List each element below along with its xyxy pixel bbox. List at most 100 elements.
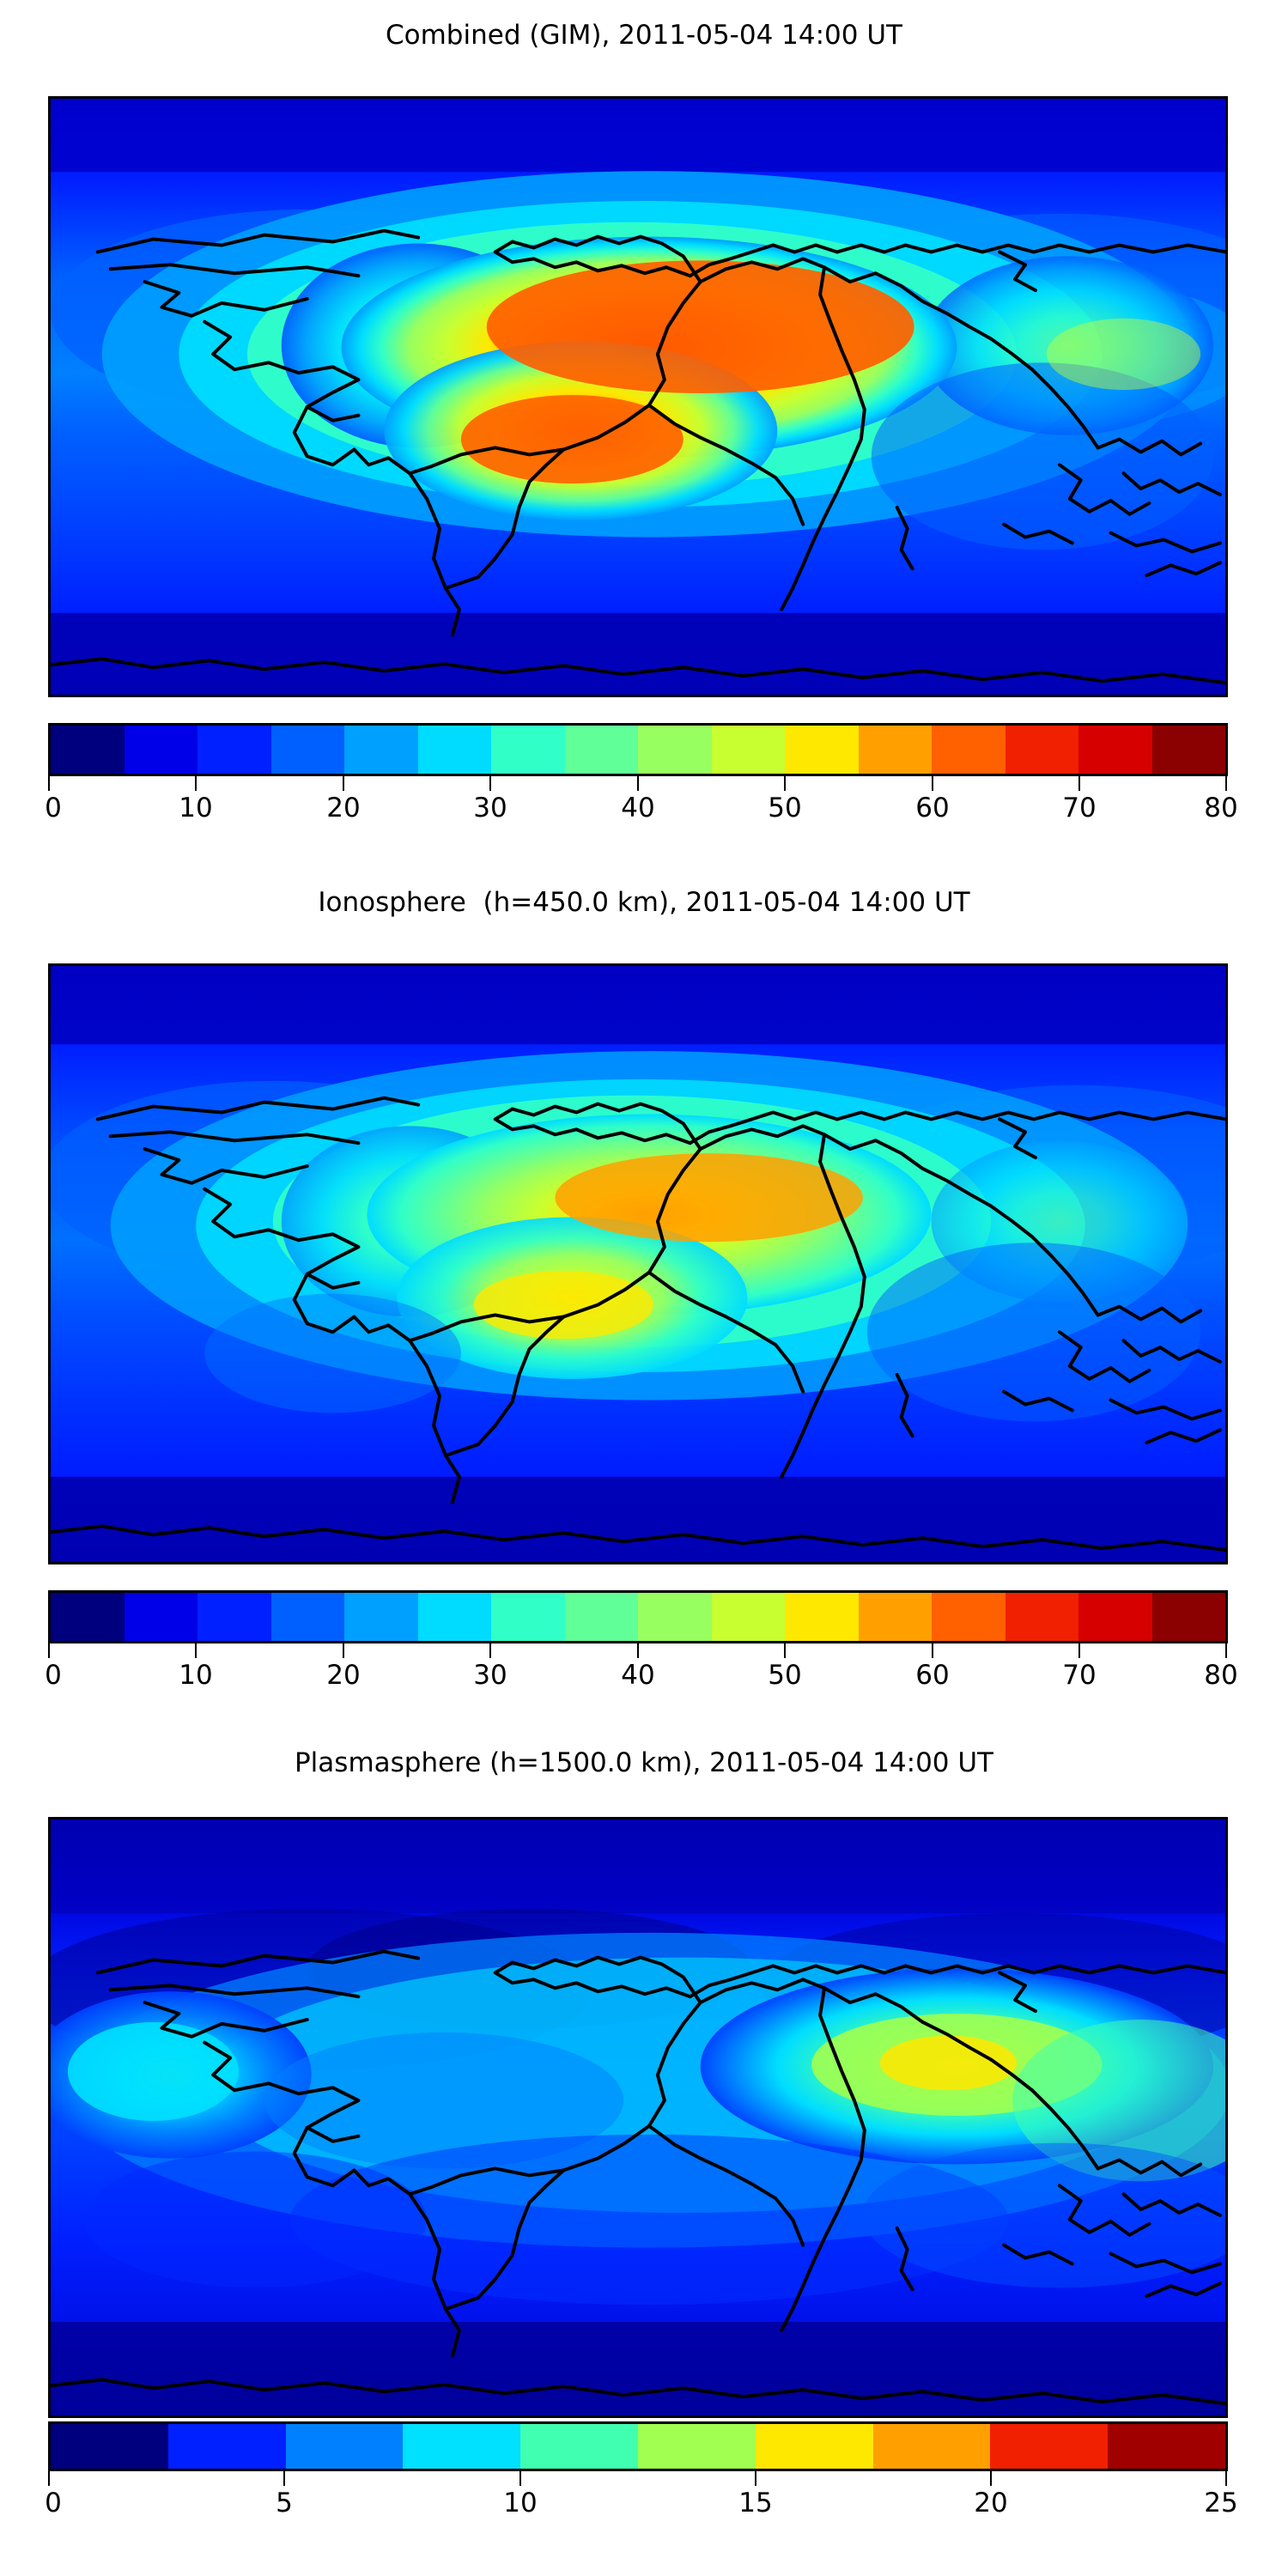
colorbar-segment — [344, 726, 418, 774]
colorbar-tick — [755, 2471, 756, 2486]
colorbar-segment — [285, 2424, 404, 2469]
colorbar-tick — [195, 1643, 197, 1658]
colorbar-tick-label: 30 — [473, 1660, 507, 1691]
colorbar-tick-label: 20 — [326, 793, 361, 823]
colorbar-axis-combined-gim: 0 10 20 30 40 50 60 70 80 — [45, 776, 1238, 843]
colorbar-segment — [858, 1593, 932, 1641]
panel-combined-gim: Combined (GIM), 2011-05-04 14:00 UT — [0, 0, 1288, 867]
map-canvas-combined-gim — [51, 99, 1225, 695]
colorbar-segment — [167, 2424, 286, 2469]
colorbar-segment — [711, 1593, 785, 1641]
colorbar-tick — [990, 2471, 992, 2486]
panel-plasmasphere: Plasmasphere (h=1500.0 km), 2011-05-04 1… — [0, 1735, 1288, 2576]
colorbar-combined-gim: 0 10 20 30 40 50 60 70 80 — [45, 723, 1238, 843]
colorbar-segment — [51, 1593, 125, 1641]
colorbar-segment — [417, 726, 491, 774]
panel-title-plasmasphere: Plasmasphere (h=1500.0 km), 2011-05-04 1… — [294, 1747, 993, 1778]
colorbar-tick-label: 10 — [179, 793, 213, 823]
panel-title-combined-gim: Combined (GIM), 2011-05-04 14:00 UT — [386, 20, 902, 51]
colorbar-tick-label: 0 — [45, 2488, 62, 2518]
colorbar-tick-label: 80 — [1204, 1660, 1238, 1691]
colorbar-segment — [124, 726, 197, 774]
map-plasmasphere — [48, 1817, 1228, 2418]
colorbar-tick — [784, 776, 786, 791]
colorbar-tick — [637, 1643, 639, 1658]
colorbar-tick — [784, 1643, 786, 1658]
colorbar-tick-label: 50 — [768, 1660, 802, 1691]
colorbar-tick-label: 25 — [1204, 2488, 1238, 2518]
colorbar-tick — [489, 1643, 491, 1658]
colorbar-tick — [195, 776, 197, 791]
colorbar-tick — [1225, 2471, 1227, 2486]
colorbar-segment — [858, 726, 932, 774]
colorbar-tick — [48, 776, 50, 791]
colorbar-tick-label: 60 — [915, 1660, 950, 1691]
colorbar-tick — [283, 2471, 285, 2486]
colorbar-segment — [491, 1593, 565, 1641]
colorbar-tick-label: 60 — [915, 793, 950, 823]
colorbar-segment — [51, 726, 125, 774]
colorbar-tick — [489, 776, 491, 791]
colorbar-segment — [1078, 1593, 1152, 1641]
colorbar-tick-label: 5 — [276, 2488, 293, 2518]
colorbar-segment — [270, 1593, 344, 1641]
colorbar-tick-label: 40 — [621, 793, 655, 823]
colorbar-tick-label: 15 — [738, 2488, 773, 2518]
colorbar-tick-label: 70 — [1062, 793, 1097, 823]
colorbar-gradient-combined-gim — [48, 723, 1228, 776]
colorbar-tick — [343, 1643, 344, 1658]
colorbar-segment — [1108, 2424, 1225, 2469]
colorbar-tick — [343, 776, 344, 791]
colorbar-segment — [637, 2424, 756, 2469]
colorbar-tick — [519, 2471, 521, 2486]
colorbar-tick-label: 30 — [473, 793, 507, 823]
colorbar-tick-label: 20 — [974, 2488, 1008, 2518]
map-canvas-plasmasphere — [51, 1820, 1225, 2415]
colorbar-tick — [1078, 776, 1080, 791]
colorbar-segment — [1005, 1593, 1078, 1641]
colorbar-segment — [638, 726, 712, 774]
colorbar-segment — [785, 726, 859, 774]
colorbar-segment — [1151, 726, 1225, 774]
colorbar-segment — [1078, 726, 1152, 774]
colorbar-gradient-ionosphere — [48, 1590, 1228, 1643]
colorbar-axis-plasmasphere: 0 5 10 15 20 25 — [45, 2471, 1238, 2542]
colorbar-tick — [1225, 776, 1227, 791]
colorbar-ionosphere: 0 10 20 30 40 50 60 70 80 — [45, 1590, 1238, 1710]
colorbar-tick — [1225, 1643, 1227, 1658]
colorbar-segment — [932, 1593, 1005, 1641]
colorbar-tick-label: 80 — [1204, 793, 1238, 823]
colorbar-segment — [491, 726, 565, 774]
colorbar-tick — [932, 1643, 933, 1658]
colorbar-plasmasphere: 0 5 10 15 20 25 — [45, 2421, 1238, 2542]
colorbar-segment — [711, 726, 785, 774]
colorbar-tick-label: 70 — [1062, 1660, 1097, 1691]
colorbar-segment — [932, 726, 1005, 774]
colorbar-segment — [344, 1593, 418, 1641]
colorbar-tick — [932, 776, 933, 791]
colorbar-segment — [197, 1593, 271, 1641]
colorbar-segment — [51, 2424, 168, 2469]
colorbar-tick-label: 50 — [768, 793, 802, 823]
colorbar-segment — [755, 2424, 873, 2469]
colorbar-segment — [1005, 726, 1078, 774]
colorbar-tick — [48, 1643, 50, 1658]
colorbar-tick-label: 10 — [503, 2488, 538, 2518]
colorbar-segment — [520, 2424, 638, 2469]
map-combined-gim — [48, 96, 1228, 697]
colorbar-segment — [990, 2424, 1109, 2469]
colorbar-axis-ionosphere: 0 10 20 30 40 50 60 70 80 — [45, 1643, 1238, 1710]
colorbar-gradient-plasmasphere — [48, 2421, 1228, 2471]
map-ionosphere — [48, 963, 1228, 1564]
colorbar-segment — [270, 726, 344, 774]
colorbar-tick-label: 20 — [326, 1660, 361, 1691]
colorbar-segment — [197, 726, 271, 774]
map-canvas-ionosphere — [51, 966, 1225, 1562]
colorbar-segment — [124, 1593, 197, 1641]
colorbar-segment — [564, 726, 638, 774]
colorbar-tick-label: 0 — [45, 1660, 62, 1691]
colorbar-segment — [417, 1593, 491, 1641]
colorbar-tick-label: 10 — [179, 1660, 213, 1691]
colorbar-tick-label: 40 — [621, 1660, 655, 1691]
